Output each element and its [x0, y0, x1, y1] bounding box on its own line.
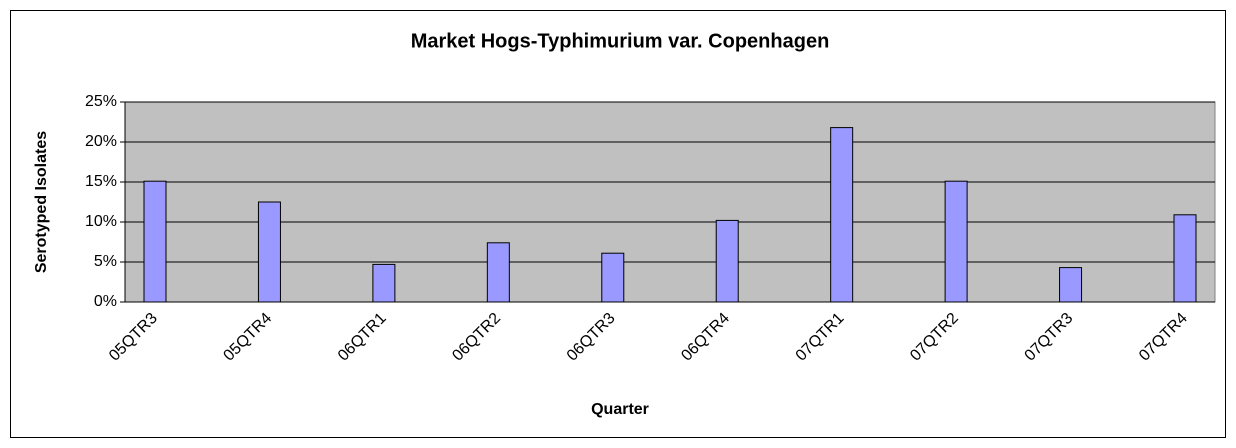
bar [372, 263, 396, 303]
bar [257, 201, 281, 303]
bar [715, 219, 739, 303]
chart-title: Market Hogs-Typhimurium var. Copenhagen [411, 30, 830, 52]
x-axis-title: Quarter [591, 401, 649, 418]
bar [1173, 214, 1197, 303]
bar [944, 180, 968, 303]
bar [601, 252, 625, 303]
bar [1059, 267, 1083, 303]
y-tick-label: 5% [94, 253, 117, 270]
bar [486, 242, 510, 303]
y-tick-label: 20% [85, 133, 117, 150]
bar [143, 180, 167, 303]
y-tick-label: 15% [85, 173, 117, 190]
bar [830, 127, 854, 303]
y-tick-label: 10% [85, 213, 117, 230]
y-tick-label: 0% [94, 293, 117, 310]
plot-area [124, 101, 1216, 303]
y-tick-label: 25% [85, 93, 117, 110]
y-axis-title: Serotyped Isolates [33, 131, 50, 273]
